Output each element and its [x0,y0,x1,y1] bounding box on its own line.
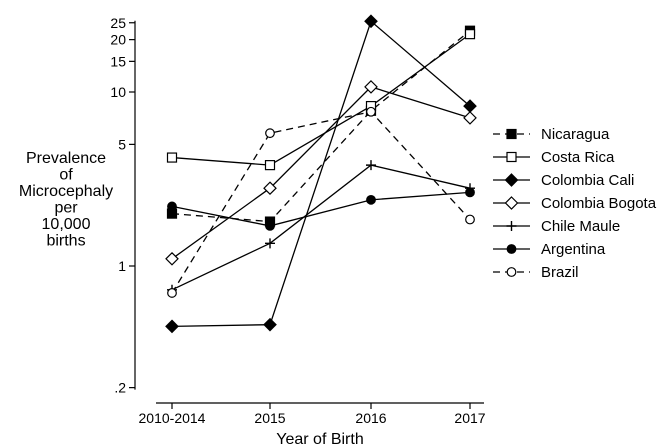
series-line [171,86,471,260]
legend-item: Costa Rica [493,149,615,166]
series-line [171,111,471,294]
series-line [171,33,471,166]
legend-marker [506,267,517,277]
series-layer [165,14,477,334]
x-tick-label: 2010-2014 [139,410,206,426]
legend-marker [506,151,517,163]
x-tick-label: 2017 [454,410,485,426]
series-line [171,191,471,227]
y-tick-label: 25 [110,15,126,31]
legend-item: Nicaragua [493,126,610,143]
data-point [465,187,475,198]
y-axis-title-line: births [46,233,85,250]
x-tick-label: 2015 [254,410,285,426]
data-point [165,319,179,334]
y-axis-title-line: Prevalence [26,150,106,167]
y-tick-label: 5 [118,136,126,152]
data-point [265,128,275,139]
legend-label: Colombia Cali [541,172,634,189]
data-point [364,14,378,29]
legend: Nicaragua Costa Rica Colombia Cali Colombia… [493,126,657,281]
data-point [165,251,179,266]
data-point [265,238,275,249]
legend-marker [506,128,517,140]
x-axis-title: Year of Birth [276,431,363,448]
y-tick-label: .2 [114,380,126,396]
data-point [167,201,177,212]
series-colombia-bogota [165,80,477,266]
data-point [366,106,376,117]
data-point [263,181,277,196]
data-point [366,194,376,205]
y-axis-title-line: 10,000 [42,216,91,233]
series-argentina [167,187,475,231]
series-colombia-cali [165,14,477,334]
series-brazil [167,106,475,298]
x-tick-label: 2016 [355,410,386,426]
y-tick-label: 15 [110,53,126,69]
data-point [464,29,476,40]
y-axis-title-line: per [54,200,78,217]
legend-label: Colombia Bogota [541,195,657,212]
legend-item: Colombia Cali [493,172,634,189]
y-tick-label: 20 [110,32,126,48]
data-point [264,160,276,171]
data-point [263,317,277,332]
y-tick-label: 10 [110,84,126,100]
legend-label: Brazil [541,264,579,281]
data-point [364,80,378,94]
y-axis-title-line: Microcephaly [19,183,113,200]
legend-item: Argentina [493,241,606,258]
legend-label: Costa Rica [541,149,615,166]
data-point [366,160,376,171]
data-point [166,152,178,163]
series-chile-maule [167,160,475,295]
y-axis-title-line: of [59,167,73,184]
legend-label: Argentina [541,241,606,258]
series-line [171,30,471,223]
series-line [171,164,471,291]
legend-label: Nicaragua [541,126,610,143]
legend-item: Colombia Bogota [493,195,657,212]
data-point [463,111,477,125]
series-line [171,20,471,327]
legend-marker [504,173,519,187]
series-costa-rica [166,29,476,171]
legend-item: Chile Maule [493,218,620,235]
data-point [265,221,275,231]
legend-item: Brazil [493,264,579,281]
y-tick-label: 1 [118,258,126,274]
data-point [465,214,475,225]
data-point [167,288,177,298]
legend-marker [504,196,519,210]
legend-marker [506,221,517,231]
legend-marker [506,244,517,254]
legend-label: Chile Maule [541,218,620,235]
